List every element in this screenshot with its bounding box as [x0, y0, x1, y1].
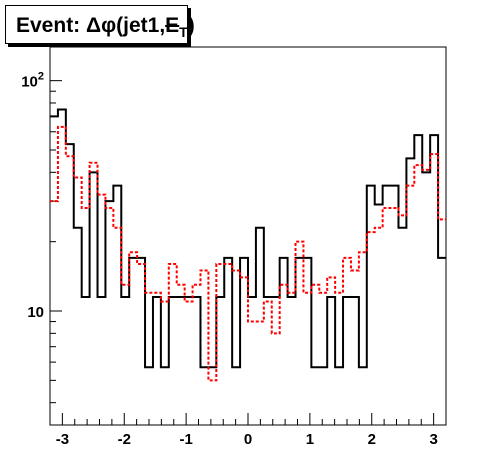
x-tick-label: 3	[429, 431, 437, 448]
x-tick-label: 0	[244, 431, 252, 448]
tick-labels: -3 -2 -1 0 1 2 3 10 102	[21, 71, 438, 448]
title-args-close: )	[187, 14, 195, 37]
y-tick-label: 102	[21, 71, 44, 91]
series-layer	[50, 108, 446, 382]
title-met-subscript: T	[179, 24, 188, 41]
series-1-line	[50, 125, 446, 382]
series-0-line	[50, 108, 446, 369]
title-args-open: (jet1,	[116, 14, 166, 37]
axis-ticks	[49, 80, 447, 425]
x-tick-label: -3	[56, 431, 69, 448]
x-tick-label: -2	[118, 431, 131, 448]
x-tick-label: 2	[368, 431, 376, 448]
plot-frame	[49, 46, 447, 426]
x-tick-label: -1	[179, 431, 192, 448]
y-tick-label: 10	[27, 304, 44, 321]
title-prefix: Event:	[16, 14, 87, 37]
title-delta-phi: Δφ	[86, 14, 117, 37]
chart-title: Event: Δφ(jet1,ET)	[16, 14, 195, 40]
title-met-symbol: E	[165, 14, 180, 37]
x-tick-label: 1	[306, 431, 314, 448]
title-box: Event: Δφ(jet1,ET)	[5, 5, 195, 44]
